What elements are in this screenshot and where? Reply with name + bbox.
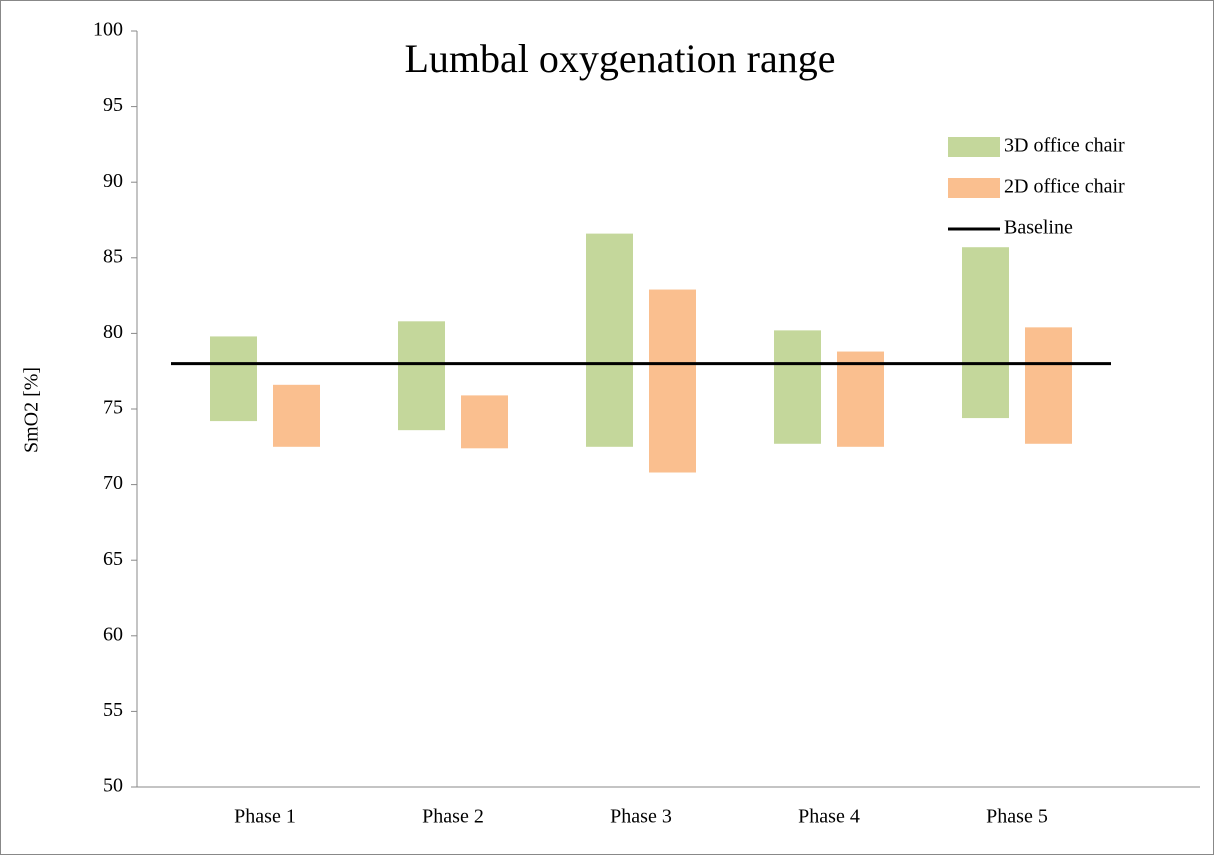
range-bar: [962, 247, 1009, 419]
range-bar: [649, 289, 696, 473]
y-tick-label: 55: [103, 699, 123, 721]
y-tick-label: 90: [103, 170, 123, 192]
legend-swatch: [948, 137, 1000, 157]
y-tick-label: 60: [103, 623, 123, 645]
y-tick-label: 75: [103, 397, 123, 419]
legend-label: Baseline: [1004, 217, 1073, 239]
legend-swatch: [948, 178, 1000, 198]
y-tick-label: 80: [103, 321, 123, 343]
range-bar: [1025, 327, 1072, 444]
chart-title: Lumbal oxygenation range: [405, 36, 836, 81]
y-axis-label: SmO2 [%]: [21, 367, 43, 453]
x-tick-label: Phase 1: [234, 806, 296, 828]
legend-label: 3D office chair: [1004, 135, 1125, 157]
range-bar: [210, 336, 257, 422]
x-tick-label: Phase 4: [798, 806, 860, 828]
y-tick-label: 65: [103, 548, 123, 570]
range-bar: [273, 384, 320, 447]
range-bar: [586, 233, 633, 447]
legend-label: 2D office chair: [1004, 176, 1125, 198]
range-bar: [398, 321, 445, 431]
range-bar: [461, 395, 508, 449]
x-tick-label: Phase 2: [422, 806, 484, 828]
y-tick-label: 70: [103, 472, 123, 494]
y-tick-label: 100: [93, 19, 123, 41]
range-bar: [774, 330, 821, 444]
y-tick-label: 50: [103, 775, 123, 797]
range-bar: [837, 351, 884, 447]
x-tick-label: Phase 3: [610, 806, 672, 828]
y-tick-label: 95: [103, 94, 123, 116]
y-tick-label: 85: [103, 245, 123, 267]
x-tick-label: Phase 5: [986, 806, 1048, 828]
